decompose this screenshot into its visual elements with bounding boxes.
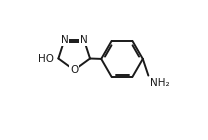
- Text: HO: HO: [37, 53, 53, 64]
- Text: O: O: [70, 65, 78, 75]
- Text: N: N: [61, 35, 68, 45]
- Text: NH₂: NH₂: [150, 78, 169, 88]
- Text: N: N: [80, 35, 88, 45]
